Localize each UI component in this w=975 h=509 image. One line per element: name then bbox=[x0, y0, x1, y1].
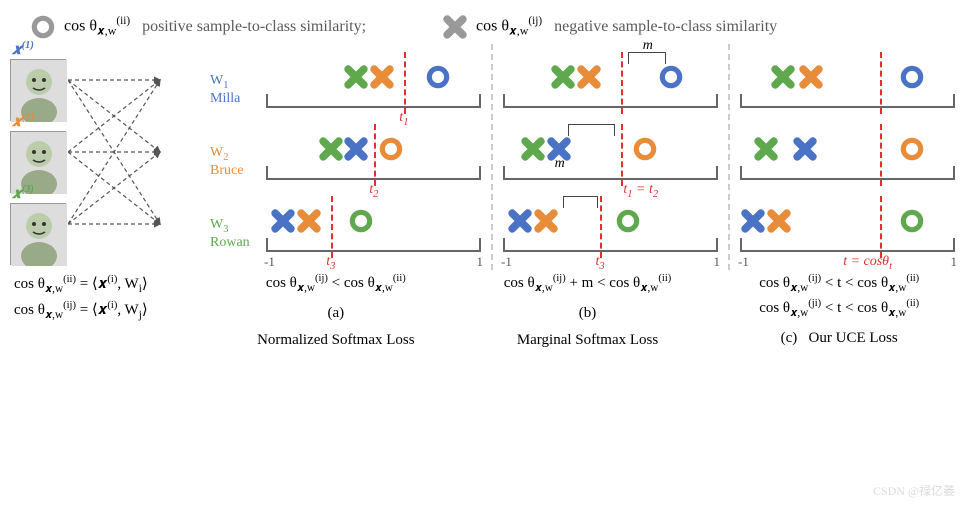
threshold-line bbox=[621, 52, 623, 114]
x-icon bbox=[442, 14, 468, 40]
panel-b: m t1 = t2m -11t3 bbox=[491, 44, 728, 270]
x-marker bbox=[550, 64, 576, 90]
threshold-line bbox=[880, 124, 882, 186]
panels-area: t1 t2 -11t3 m t1 = t2m -11t3 -11t = cosθ… bbox=[256, 44, 965, 270]
x-marker bbox=[369, 64, 395, 90]
threshold-label: t = cosθt bbox=[843, 254, 892, 272]
axis-row: t1 bbox=[266, 50, 481, 122]
legend-pos-text: positive sample-to-class similarity; bbox=[142, 18, 366, 36]
circle-marker bbox=[378, 136, 404, 162]
axis-row: t1 = t2m bbox=[503, 122, 718, 194]
weight-label: W1Milla bbox=[210, 73, 256, 107]
axis-row: -11t = cosθt bbox=[740, 194, 955, 266]
formula-definitions: cos θ𝒙,w(ii) = ⟨𝒙(i), Wi⟩ cos θ𝒙,w(ij) =… bbox=[10, 272, 210, 351]
x-marker bbox=[546, 136, 572, 162]
formulas-row: cos θ𝒙,w(ii) = ⟨𝒙(i), Wi⟩ cos θ𝒙,w(ij) =… bbox=[10, 272, 965, 351]
circle-marker bbox=[899, 208, 925, 234]
left-column: 𝒙(1) 𝒙(2) 𝒙(3) bbox=[10, 44, 210, 270]
axis-max: 1 bbox=[714, 254, 721, 270]
x-marker bbox=[576, 64, 602, 90]
sample-label: 𝒙(2) bbox=[12, 112, 34, 131]
axis-line bbox=[740, 238, 955, 252]
axis-line bbox=[503, 238, 718, 252]
x-marker bbox=[507, 208, 533, 234]
margin-brace bbox=[568, 124, 615, 136]
x-marker bbox=[533, 208, 559, 234]
def-ij: cos θ𝒙,w(ij) = ⟨𝒙(i), Wj⟩ bbox=[14, 298, 210, 324]
circle-icon bbox=[30, 14, 56, 40]
x-marker bbox=[318, 136, 344, 162]
legend-neg-formula: cos θ𝒙,w(ij) bbox=[476, 15, 546, 39]
threshold-line bbox=[880, 52, 882, 114]
circle-marker bbox=[658, 64, 684, 90]
panel-a: t1 t2 -11t3 bbox=[256, 44, 491, 270]
panel-b-formula: cos θ𝒙,w(ij) + m < cos θ𝒙,w(ii) (b) Marg… bbox=[462, 272, 714, 351]
threshold-line bbox=[621, 124, 623, 186]
x-marker bbox=[770, 64, 796, 90]
legend-neg-text: negative sample-to-class similarity bbox=[554, 18, 777, 36]
x-marker bbox=[798, 64, 824, 90]
x-marker bbox=[766, 208, 792, 234]
circle-marker bbox=[899, 136, 925, 162]
x-marker bbox=[740, 208, 766, 234]
axis-max: 1 bbox=[477, 254, 484, 270]
threshold-label: t3 bbox=[326, 254, 335, 272]
axis-row: -11t3 bbox=[503, 194, 718, 266]
arrows-diagram bbox=[68, 50, 164, 266]
x-marker bbox=[520, 136, 546, 162]
circle-marker bbox=[899, 64, 925, 90]
def-ii: cos θ𝒙,w(ii) = ⟨𝒙(i), Wi⟩ bbox=[14, 272, 210, 298]
weights-column: W1Milla W2Bruce W3Rowan bbox=[210, 44, 256, 270]
panel-c: -1 1 t = cosθt bbox=[728, 44, 965, 270]
margin-brace bbox=[563, 196, 597, 208]
margin-label: m bbox=[643, 38, 653, 54]
circle-marker bbox=[425, 64, 451, 90]
x-marker bbox=[792, 136, 818, 162]
circle-marker bbox=[632, 136, 658, 162]
circle-marker bbox=[615, 208, 641, 234]
weight-label: W2Bruce bbox=[210, 145, 256, 179]
threshold-line bbox=[600, 196, 602, 258]
axis-row bbox=[740, 122, 955, 194]
axis-line bbox=[503, 166, 718, 180]
sample-label: 𝒙(3) bbox=[12, 184, 34, 203]
axis-row: t2 bbox=[266, 122, 481, 194]
watermark: CSDN @禄亿萎 bbox=[873, 482, 955, 499]
axis-max: 1 bbox=[951, 254, 958, 270]
threshold-line bbox=[880, 196, 882, 258]
threshold-label: t3 bbox=[595, 254, 604, 272]
axis-line bbox=[503, 94, 718, 108]
x-marker bbox=[343, 136, 369, 162]
axis-line bbox=[266, 238, 481, 252]
x-marker bbox=[343, 64, 369, 90]
axis-min: -1 bbox=[264, 254, 275, 270]
legend-row: cos θ𝒙,w(ii) positive sample-to-class si… bbox=[10, 10, 965, 44]
threshold-line bbox=[331, 196, 333, 258]
circle-marker bbox=[348, 208, 374, 234]
x-marker bbox=[270, 208, 296, 234]
axis-line bbox=[740, 166, 955, 180]
axis-row: -11t3 bbox=[266, 194, 481, 266]
axis-min: -1 bbox=[501, 254, 512, 270]
legend-pos-formula: cos θ𝒙,w(ii) bbox=[64, 15, 134, 39]
main-grid: 𝒙(1) 𝒙(2) 𝒙(3) W1Milla W2Bruce W3Rowan t1 … bbox=[10, 44, 965, 270]
weight-label: W3Rowan bbox=[210, 217, 256, 251]
x-marker bbox=[753, 136, 779, 162]
x-marker bbox=[296, 208, 322, 234]
threshold-line bbox=[374, 124, 376, 186]
panel-c-formula: cos θ𝒙,w(ij) < t < cos θ𝒙,w(ii) cos θ𝒙,w… bbox=[713, 272, 965, 351]
face-image bbox=[10, 203, 66, 265]
threshold-line bbox=[404, 52, 406, 114]
panel-a-formula: cos θ𝒙,w(ij) < cos θ𝒙,w(ii) (a) Normaliz… bbox=[210, 272, 462, 351]
axis-min: -1 bbox=[738, 254, 749, 270]
sample-label: 𝒙(1) bbox=[12, 40, 34, 59]
axis-row bbox=[740, 50, 955, 122]
axis-line bbox=[740, 94, 955, 108]
axis-line bbox=[266, 94, 481, 108]
axis-row: m bbox=[503, 50, 718, 122]
